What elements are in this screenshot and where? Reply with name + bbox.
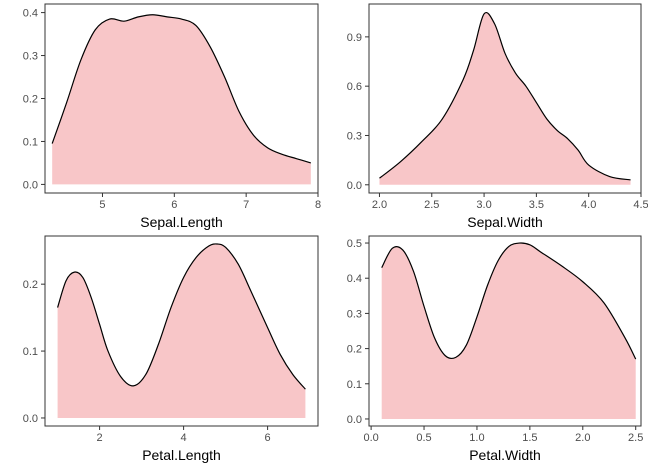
y-tick-label: 0.0 [347,414,362,426]
y-tick-label: 0.6 [347,81,362,93]
x-tick-label: 4.0 [581,199,596,211]
x-tick-label: 0.5 [416,432,431,444]
y-tick-label: 0.4 [347,273,362,285]
x-axis-title: Petal.Width [469,447,541,463]
y-tick-label: 0.0 [23,179,38,191]
y-tick-label: 0.0 [23,413,38,425]
x-axis-title: Sepal.Width [467,214,542,230]
y-tick-label: 0.3 [347,308,362,320]
x-tick-label: 6 [265,432,271,444]
y-tick-label: 0.2 [23,94,38,106]
y-tick-label: 0.1 [23,346,38,358]
x-tick-label: 2.0 [575,432,590,444]
x-tick-label: 7 [243,199,249,211]
density-line [381,242,637,360]
density-area [52,14,311,185]
x-tick-label: 4 [181,432,187,444]
x-tick-label: 3.0 [476,199,491,211]
x-tick-label: 2 [97,432,103,444]
x-tick-label: 6 [171,199,177,211]
y-tick-label: 0.1 [347,379,362,391]
x-tick-label: 2.5 [628,432,643,444]
x-tick-label: 2.0 [372,199,387,211]
y-tick-label: 0.1 [23,136,38,148]
panel-sepal-length: 5 6 7 8 0.0 0.1 0.2 0.3 0.4 Sepal.Length [23,3,321,230]
panel-border [44,235,319,427]
density-area [381,242,636,419]
y-tick-label: 0.3 [23,51,38,63]
x-tick-label: 4.5 [633,199,648,211]
x-tick-label: 8 [315,199,321,211]
panel-border [368,3,642,194]
x-tick-label: 3.5 [529,199,544,211]
x-tick-label: 0.0 [363,432,378,444]
panel-sepal-width: 2.0 2.5 3.0 3.5 4.0 4.5 0.0 0.3 0.6 0.9 Sepal.Widt… [347,3,648,230]
y-tick-label: 0.2 [347,344,362,356]
y-tick-label: 0.0 [347,180,362,192]
y-tick-label: 0.2 [23,279,38,291]
x-axis-title: Sepal.Length [140,214,223,230]
y-tick-label: 0.3 [347,130,362,142]
y-tick-label: 0.5 [347,238,362,250]
panel-border [368,235,642,427]
x-tick-label: 1.5 [522,432,537,444]
density-area [57,243,306,418]
x-tick-label: 5 [99,199,105,211]
x-axis-title: Petal.Length [142,447,221,463]
y-tick-label: 0.4 [23,8,38,20]
x-tick-label: 1.0 [469,432,484,444]
panel-petal-width: 0.0 0.5 1.0 1.5 2.0 2.5 0.0 0.1 0.2 0.3 0.4 0.5 Peta… [347,235,643,463]
density-area [379,12,631,185]
density-line [379,12,631,181]
panel-petal-length: 2 4 6 0.0 0.1 0.2 Petal.Length [23,235,319,463]
x-tick-label: 2.5 [424,199,439,211]
y-tick-label: 0.9 [347,32,362,44]
density-line [51,14,311,164]
density-line [57,243,306,390]
